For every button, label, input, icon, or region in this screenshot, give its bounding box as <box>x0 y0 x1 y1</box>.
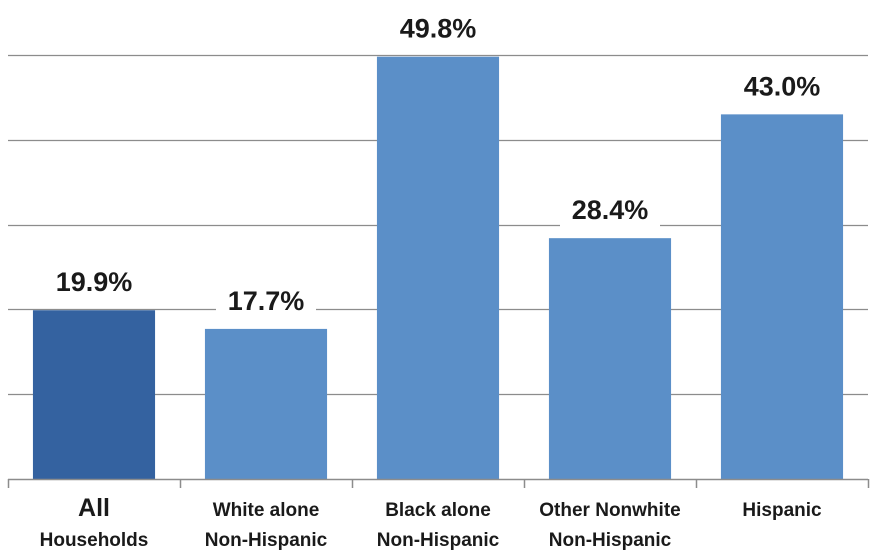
value-label: 17.7% <box>228 286 305 316</box>
value-label: 28.4% <box>572 195 649 225</box>
x-tick-label: Hispanic <box>742 500 822 521</box>
value-labels: 19.9% 17.7% 49.8% 28.4% 43.0% <box>44 14 832 318</box>
value-label-background <box>732 71 832 104</box>
bar <box>720 114 844 480</box>
x-axis <box>7 478 870 488</box>
bar <box>32 310 156 479</box>
value-label-background <box>44 267 144 300</box>
value-label: 19.9% <box>56 267 133 297</box>
bar <box>548 238 672 479</box>
x-tick-label: Non-Hispanic <box>549 530 672 551</box>
bar <box>204 328 328 479</box>
x-tick-label: White alone <box>213 500 320 521</box>
bars <box>32 56 844 480</box>
value-label-background <box>388 13 488 46</box>
bar <box>376 56 500 480</box>
x-tick-label: All <box>78 494 110 522</box>
x-tick-label: Other Nonwhite <box>539 500 680 521</box>
x-tick-label: Black alone <box>385 500 491 521</box>
value-label-background <box>216 285 316 318</box>
value-label: 49.8% <box>400 14 477 44</box>
x-tick-label: Non-Hispanic <box>377 530 500 551</box>
x-tick-label: Households <box>40 530 149 551</box>
category-labels: All Households White alone Non-Hispanic Blac… <box>40 494 822 551</box>
value-label-background <box>560 195 660 228</box>
value-label: 43.0% <box>744 71 821 101</box>
x-tick-label: Non-Hispanic <box>205 530 328 551</box>
